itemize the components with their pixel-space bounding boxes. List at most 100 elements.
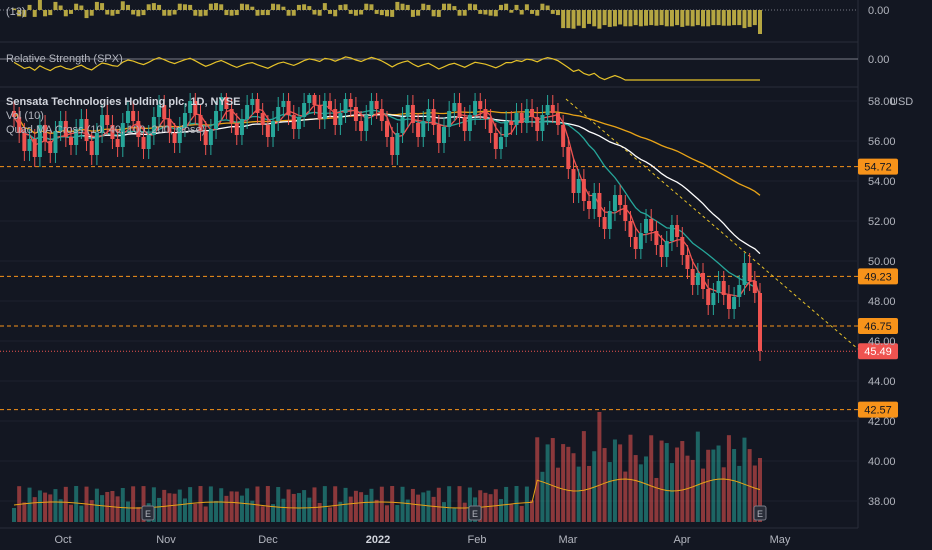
candle-body xyxy=(597,193,602,217)
oscillator-bar xyxy=(597,10,602,29)
volume-bar xyxy=(747,449,752,522)
volume-bar xyxy=(690,459,695,522)
oscillator-bar xyxy=(566,10,571,29)
time-tick-label: Feb xyxy=(468,534,487,546)
volume-bar xyxy=(131,486,136,522)
candle-body xyxy=(587,201,592,209)
level-price-label: 42.57 xyxy=(864,405,892,417)
candle-body xyxy=(146,135,151,149)
oscillator-bar xyxy=(716,10,721,26)
candle-body xyxy=(17,117,22,133)
candle-body xyxy=(353,107,358,121)
candle-body xyxy=(255,99,260,113)
volume-bar xyxy=(535,437,540,522)
oscillator-bar xyxy=(431,10,436,17)
candle-body xyxy=(416,123,421,137)
oscillator-bar xyxy=(32,10,37,17)
volume-bar xyxy=(488,494,493,522)
oscillator-bar xyxy=(89,10,94,16)
oscillator-bar xyxy=(524,4,529,10)
volume-bar xyxy=(239,495,244,522)
oscillator-bar xyxy=(229,10,234,16)
candle-body xyxy=(758,293,762,351)
candle-body xyxy=(488,119,493,133)
oscillator-bar xyxy=(452,6,457,10)
oscillator-bar xyxy=(53,1,58,11)
oscillator-bar xyxy=(504,3,509,11)
oscillator-bar xyxy=(421,3,426,11)
volume-bar xyxy=(566,446,571,522)
oscillator-bar xyxy=(649,10,654,26)
candle-body xyxy=(612,195,617,211)
candle-body xyxy=(737,285,742,297)
oscillator-bar xyxy=(669,10,674,27)
oscillator-bar xyxy=(12,8,16,10)
volume-bar xyxy=(167,493,172,522)
candle-body xyxy=(302,103,307,117)
volume-bar xyxy=(219,488,224,522)
volume-bar xyxy=(669,463,674,522)
volume-bar xyxy=(623,471,628,522)
candle-body xyxy=(343,99,348,113)
oscillator-bar xyxy=(701,10,706,27)
candle-body xyxy=(281,101,286,107)
candle-body xyxy=(545,105,550,115)
oscillator-bar xyxy=(94,1,99,11)
volume-bar xyxy=(271,504,276,522)
oscillator-bar xyxy=(493,10,498,17)
oscillator-bar xyxy=(473,4,478,10)
oscillator-bar xyxy=(291,10,296,16)
volume-bar xyxy=(752,465,757,522)
oscillator-bar xyxy=(177,3,182,10)
oscillator-bar xyxy=(281,6,286,10)
candle-body xyxy=(162,105,167,119)
oscillator-legend: (13) xyxy=(6,6,26,18)
candle-body xyxy=(125,111,130,123)
oscillator-axis-label: 0.00 xyxy=(868,5,889,17)
oscillator-bar xyxy=(17,10,22,17)
candle-body xyxy=(524,109,529,123)
candle-body xyxy=(483,109,488,119)
candle-body xyxy=(669,225,674,241)
candle-body xyxy=(716,281,721,293)
oscillator-bar xyxy=(514,4,519,10)
earnings-marker-label: E xyxy=(757,509,763,519)
oscillator-bar xyxy=(141,10,146,16)
volume-bar xyxy=(561,444,566,522)
candle-body xyxy=(493,133,498,149)
candle-body xyxy=(364,115,369,131)
oscillator-bar xyxy=(379,10,384,16)
candle-body xyxy=(675,225,680,237)
candle-body xyxy=(509,121,514,125)
volume-bar xyxy=(400,486,405,522)
candle-body xyxy=(711,293,716,305)
oscillator-bar xyxy=(685,10,690,26)
candle-body xyxy=(120,123,125,147)
volume-bar xyxy=(540,471,545,522)
earnings-marker xyxy=(468,505,482,521)
price-tick-label: 52.00 xyxy=(868,216,896,228)
oscillator-bar xyxy=(353,10,358,16)
oscillator-bar xyxy=(105,10,110,15)
candle-body xyxy=(245,105,250,119)
candle-body xyxy=(58,121,63,131)
candle-body xyxy=(462,117,467,131)
oscillator-bar xyxy=(307,6,312,10)
volume-bar xyxy=(467,487,472,522)
volume-bar xyxy=(680,441,685,522)
volume-bar xyxy=(519,505,524,522)
oscillator-bar xyxy=(198,10,203,17)
volume-bar xyxy=(675,447,680,522)
oscillator-bar xyxy=(136,10,141,17)
candle-body xyxy=(659,245,664,257)
volume-bar xyxy=(27,487,32,522)
volume-bar xyxy=(281,498,286,522)
price-tick-label: 54.00 xyxy=(868,176,896,188)
level-price-tag xyxy=(858,268,898,285)
candle-body xyxy=(338,113,343,125)
volume-bar xyxy=(255,486,260,522)
candle-body xyxy=(695,273,700,285)
volume-bar xyxy=(706,449,711,522)
volume-bar xyxy=(607,462,612,522)
